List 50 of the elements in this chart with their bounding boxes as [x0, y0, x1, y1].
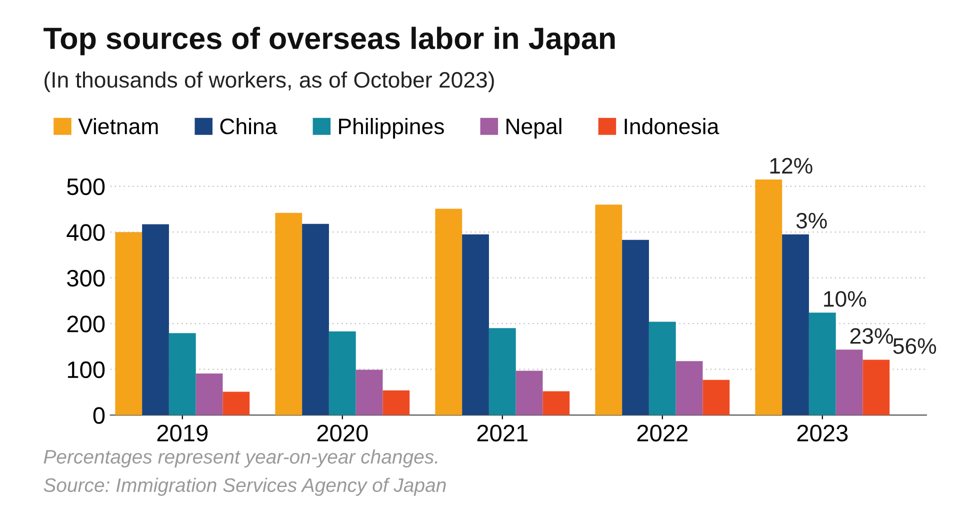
bar: [462, 234, 489, 416]
bar: [542, 391, 570, 416]
text: 12%: [770, 158, 812, 174]
bar: [782, 234, 809, 416]
legend-label: Vietnam: [78, 118, 158, 134]
bar: [676, 361, 703, 416]
bar: [275, 212, 302, 416]
chart-subtitle: (In thousands of workers, as of October 2023): [44, 71, 494, 92]
y-tick-label: 400: [66, 224, 105, 241]
chart-title: Top sources of overseas labor in Japan: [44, 26, 615, 56]
bar: [808, 312, 836, 416]
bar: [488, 328, 516, 416]
x-tick-label: 2022: [637, 424, 688, 442]
source-note: Source: Immigration Services Agency of Japan: [44, 478, 446, 496]
y-tick-label: 0: [93, 407, 105, 424]
annotation: 23%: [850, 328, 893, 344]
y-tick-label: 500: [67, 178, 105, 196]
bar: [648, 322, 676, 416]
x-tick-label: 2021: [477, 424, 528, 442]
text: Percentages represent year-on-year changes.: [44, 449, 438, 468]
bar: [196, 373, 223, 416]
bar: [622, 240, 649, 416]
y-tick-label: 200: [67, 316, 105, 332]
legend-label: Nepal: [506, 118, 562, 139]
bar: [382, 390, 410, 416]
annotation: 3%: [796, 212, 827, 229]
bar: [328, 331, 356, 416]
bar: [356, 370, 383, 416]
x-tick-label: 2019: [157, 424, 208, 442]
x-tick-label: 2023: [797, 424, 848, 442]
bar: [142, 224, 169, 416]
bar: [302, 224, 329, 416]
legend-label: Philippines: [339, 118, 444, 139]
bar: [702, 380, 730, 416]
annotation: 10%: [824, 291, 866, 307]
bar: [435, 208, 462, 416]
bar: [836, 350, 863, 416]
legend-label: Indonesia: [624, 118, 720, 134]
bar: [222, 392, 250, 416]
bar: [516, 370, 543, 416]
bar: [595, 204, 622, 416]
legend-label: China: [220, 118, 278, 134]
y-tick-label: 300: [67, 270, 105, 287]
bar: [862, 360, 890, 416]
y-tick-label: 100: [68, 361, 105, 378]
x-tick-label: 2020: [317, 424, 368, 442]
annotation: 56%: [893, 338, 936, 354]
bar: [168, 333, 196, 416]
bar: [115, 232, 142, 416]
bar: [755, 179, 782, 416]
